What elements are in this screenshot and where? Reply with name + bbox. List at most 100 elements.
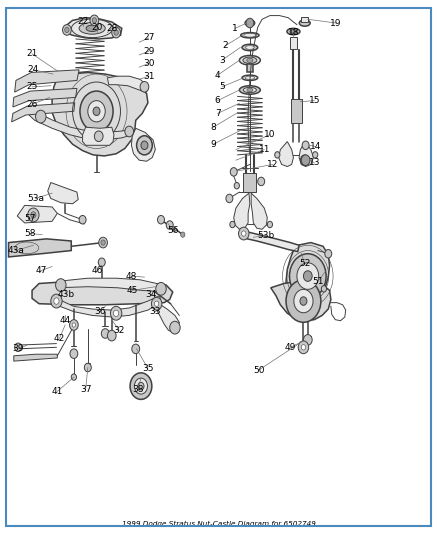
Polygon shape [14, 354, 57, 361]
Circle shape [156, 282, 166, 295]
Circle shape [92, 18, 97, 23]
Text: 19: 19 [330, 19, 342, 28]
Polygon shape [108, 76, 148, 92]
Circle shape [258, 177, 265, 185]
Ellipse shape [243, 87, 257, 93]
Circle shape [303, 335, 312, 345]
Circle shape [234, 182, 239, 189]
Text: 13: 13 [309, 158, 320, 167]
Text: 15: 15 [309, 96, 320, 105]
Circle shape [230, 221, 235, 228]
Polygon shape [9, 239, 71, 257]
Circle shape [70, 349, 78, 359]
Text: 20: 20 [92, 23, 103, 32]
Circle shape [246, 18, 254, 28]
Circle shape [300, 297, 307, 305]
Text: 42: 42 [54, 334, 65, 343]
Text: 22: 22 [77, 18, 88, 27]
Text: 6: 6 [215, 96, 221, 105]
Circle shape [114, 30, 118, 35]
Text: 45: 45 [127, 286, 138, 295]
Text: 5: 5 [219, 82, 225, 91]
Circle shape [132, 344, 140, 354]
Text: 31: 31 [143, 71, 155, 80]
Circle shape [98, 258, 105, 266]
Circle shape [312, 152, 318, 158]
Text: 53a: 53a [27, 194, 44, 203]
Polygon shape [83, 127, 114, 146]
Circle shape [298, 341, 309, 354]
Circle shape [125, 126, 134, 137]
Text: 11: 11 [259, 145, 270, 154]
Circle shape [14, 343, 21, 352]
Ellipse shape [79, 22, 105, 34]
Circle shape [65, 27, 69, 33]
Ellipse shape [299, 20, 310, 26]
Text: 41: 41 [52, 387, 63, 396]
Circle shape [301, 345, 305, 350]
Circle shape [99, 237, 108, 248]
Circle shape [301, 155, 310, 165]
Text: 49: 49 [284, 343, 296, 352]
Ellipse shape [243, 57, 257, 63]
Circle shape [154, 301, 159, 306]
Circle shape [325, 249, 332, 258]
FancyBboxPatch shape [247, 64, 253, 72]
Text: 57: 57 [24, 214, 36, 223]
Circle shape [101, 240, 105, 245]
Text: 47: 47 [35, 266, 46, 275]
Ellipse shape [287, 28, 300, 35]
Text: 36: 36 [94, 307, 106, 316]
Polygon shape [301, 17, 308, 22]
Circle shape [303, 271, 312, 281]
Circle shape [294, 289, 313, 313]
Circle shape [135, 378, 148, 394]
Text: 4: 4 [215, 70, 220, 79]
Circle shape [140, 82, 149, 92]
Ellipse shape [247, 88, 253, 92]
Circle shape [93, 107, 100, 116]
Ellipse shape [86, 25, 98, 31]
Text: 48: 48 [126, 272, 137, 280]
Polygon shape [271, 281, 331, 321]
Ellipse shape [247, 58, 253, 62]
Circle shape [300, 155, 309, 165]
Text: 10: 10 [264, 130, 276, 139]
Polygon shape [53, 296, 161, 317]
Polygon shape [12, 103, 75, 122]
Text: 52: 52 [299, 260, 310, 268]
FancyBboxPatch shape [291, 99, 302, 123]
Polygon shape [279, 142, 293, 166]
Circle shape [108, 330, 116, 341]
Ellipse shape [239, 86, 260, 94]
Circle shape [114, 310, 119, 317]
Text: 37: 37 [80, 385, 91, 394]
Circle shape [84, 364, 91, 372]
Polygon shape [52, 72, 148, 156]
Circle shape [94, 131, 103, 142]
Text: 18: 18 [288, 28, 299, 37]
Circle shape [28, 208, 39, 222]
Circle shape [321, 286, 326, 292]
Text: 27: 27 [143, 34, 155, 43]
Circle shape [55, 279, 66, 292]
Text: 2: 2 [222, 42, 228, 51]
Text: 35: 35 [142, 364, 154, 373]
Circle shape [112, 27, 121, 38]
Text: 46: 46 [92, 266, 103, 275]
Text: 30: 30 [143, 59, 155, 68]
Polygon shape [17, 205, 57, 223]
Circle shape [72, 323, 76, 327]
Polygon shape [32, 281, 173, 305]
Circle shape [267, 221, 273, 228]
Text: 33: 33 [149, 307, 161, 316]
Polygon shape [48, 182, 78, 204]
Circle shape [297, 263, 319, 289]
Circle shape [54, 298, 59, 304]
Polygon shape [14, 70, 79, 92]
Circle shape [302, 141, 309, 150]
Ellipse shape [241, 33, 259, 38]
Text: 1999 Dodge Stratus Nut-Castle Diagram for 6502749: 1999 Dodge Stratus Nut-Castle Diagram fo… [121, 521, 316, 527]
Circle shape [51, 294, 62, 308]
Circle shape [166, 221, 173, 229]
